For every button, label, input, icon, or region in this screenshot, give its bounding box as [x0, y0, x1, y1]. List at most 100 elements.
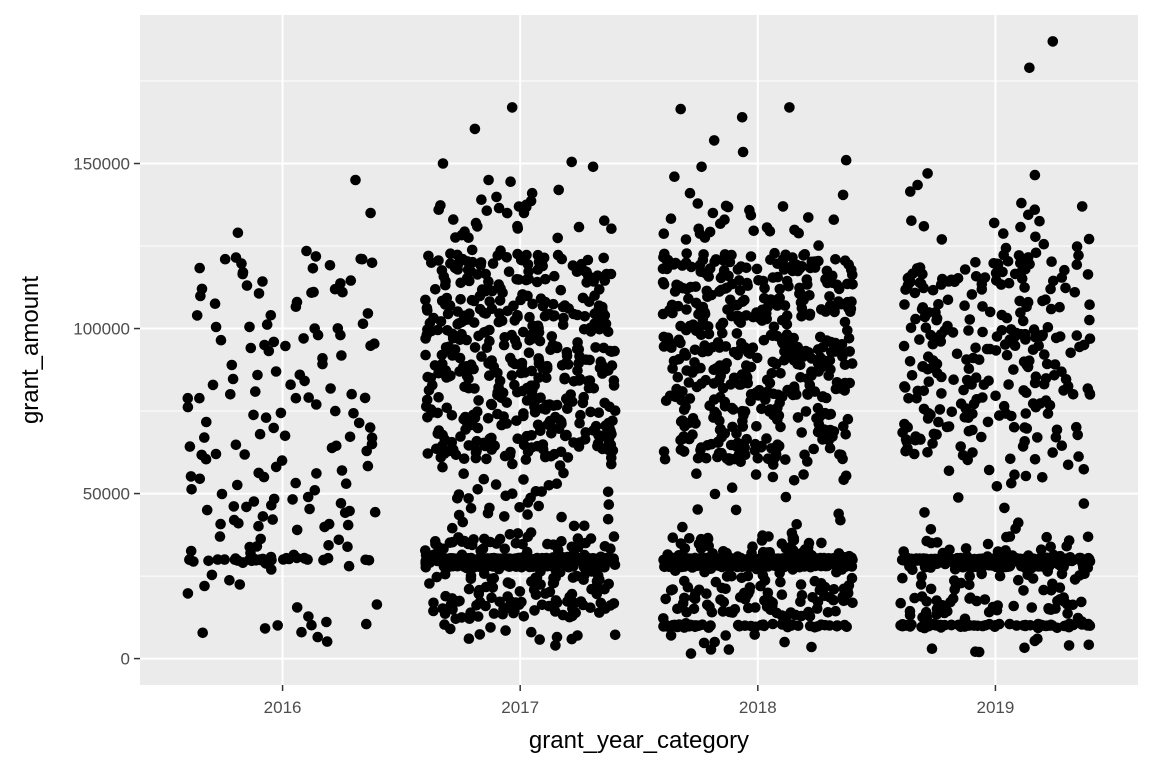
data-point [260, 412, 272, 424]
data-point [784, 102, 795, 113]
data-point [780, 454, 791, 465]
data-point [1030, 247, 1042, 259]
data-point [994, 570, 1006, 582]
data-point [485, 398, 497, 410]
data-point [593, 407, 605, 419]
data-point [844, 377, 855, 389]
data-point [959, 264, 971, 275]
data-point [749, 629, 760, 640]
data-point [999, 502, 1010, 514]
data-point [508, 554, 520, 565]
data-point [920, 606, 932, 618]
data-point [474, 629, 486, 640]
data-point [228, 514, 240, 526]
data-point [487, 582, 499, 593]
data-point [690, 281, 701, 293]
data-point [436, 349, 448, 361]
data-point [241, 280, 253, 291]
data-point [931, 358, 943, 370]
data-point [573, 221, 585, 233]
data-point [1001, 349, 1013, 361]
data-point [577, 292, 589, 304]
data-point [1029, 554, 1041, 565]
data-point [840, 154, 852, 166]
data-point [796, 427, 807, 438]
data-point [484, 335, 495, 347]
data-point [750, 602, 761, 613]
data-point [533, 326, 545, 338]
data-point [540, 451, 551, 463]
data-point [602, 513, 614, 525]
data-point [438, 543, 449, 555]
data-point [831, 279, 843, 291]
data-point [723, 644, 735, 655]
y-tick-label: 50000 [83, 485, 130, 504]
data-point [215, 518, 226, 530]
data-point [1042, 408, 1054, 419]
data-point [695, 266, 707, 278]
data-point [931, 595, 942, 606]
data-point [304, 503, 315, 515]
data-point [568, 520, 580, 532]
data-point [1019, 642, 1030, 654]
data-point [806, 353, 817, 364]
data-point [1030, 401, 1042, 413]
data-point [593, 303, 604, 315]
data-point [595, 356, 607, 368]
data-point [194, 392, 205, 404]
data-point [726, 482, 738, 494]
data-point [1021, 387, 1032, 399]
data-point [525, 527, 537, 538]
data-point [907, 564, 918, 576]
data-point [824, 354, 836, 366]
data-point [1039, 349, 1050, 360]
data-point [1082, 269, 1094, 280]
data-point [445, 258, 456, 269]
data-point [842, 278, 853, 290]
data-point [498, 339, 510, 351]
data-point [472, 484, 484, 495]
data-point [739, 449, 751, 461]
data-point [990, 267, 1002, 279]
data-point [773, 440, 785, 452]
data-point [747, 342, 759, 354]
data-point [998, 228, 1009, 239]
data-point [677, 521, 688, 533]
data-point [1027, 573, 1039, 584]
data-point [977, 301, 988, 312]
data-point [1016, 197, 1027, 209]
data-point [525, 195, 537, 207]
data-point [675, 434, 686, 446]
data-point [742, 570, 754, 582]
data-point [957, 450, 969, 461]
data-point [1054, 594, 1066, 605]
data-point [265, 310, 277, 321]
data-point [721, 554, 733, 566]
data-point [931, 609, 942, 620]
data-point [225, 389, 236, 400]
data-point [268, 422, 280, 434]
data-point [1078, 498, 1090, 509]
data-point [361, 618, 372, 630]
data-point [301, 245, 312, 257]
data-point [1029, 454, 1041, 465]
data-point [726, 402, 738, 414]
data-point [966, 379, 977, 390]
data-point [709, 488, 721, 500]
data-point [1008, 421, 1020, 433]
data-point [964, 570, 975, 582]
data-point [958, 384, 969, 396]
data-point [943, 465, 955, 477]
data-point [210, 321, 222, 333]
data-point [689, 357, 700, 368]
data-point [541, 372, 552, 384]
data-point [705, 644, 717, 655]
data-point [424, 317, 436, 329]
data-point [732, 349, 743, 361]
data-point [776, 610, 788, 621]
data-point [529, 407, 541, 418]
data-point [261, 319, 273, 330]
data-point [568, 548, 580, 560]
y-tick-label: 100000 [73, 320, 130, 339]
data-point [575, 554, 586, 566]
